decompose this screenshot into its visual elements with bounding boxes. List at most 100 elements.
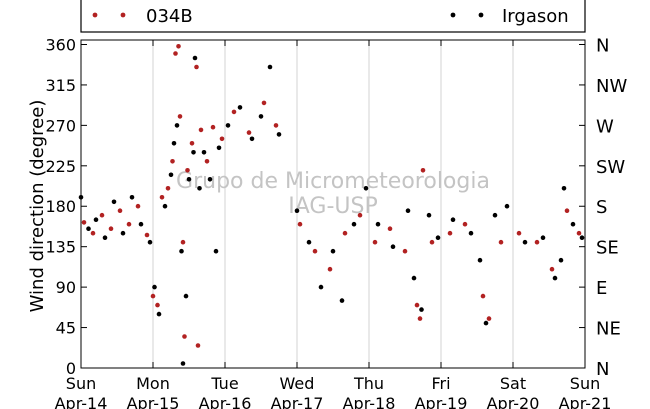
data-points [78,44,585,366]
axis-ticks: SunApr-14MonApr-15TueApr-16WedApr-17ThuA… [45,35,627,409]
x-tick-date-label: Apr-14 [55,394,108,409]
data-point-irgason [168,172,174,178]
data-point-irgason [120,230,126,236]
data-point-irgason [197,186,202,191]
x-tick-day-label: Mon [136,374,170,393]
legend-marker [120,12,126,18]
legend-marker [478,12,484,18]
data-point-034b [90,230,96,236]
data-point-irgason [152,284,157,290]
data-point-irgason [330,248,336,254]
data-point-034b [135,203,141,209]
data-point-irgason [86,226,91,231]
data-point-034b [342,230,348,236]
data-point-034b [195,343,201,348]
data-point-irgason [419,307,424,312]
y-tick-label: 45 [56,319,76,338]
plot-frame [80,39,586,369]
x-tick-date-label: Apr-16 [199,394,252,409]
data-point-irgason [375,221,381,227]
data-point-034b [246,130,252,135]
data-point-034b [204,159,210,164]
y-tick-label: 270 [45,116,76,135]
data-point-irgason [540,235,546,240]
data-point-irgason [207,177,213,182]
y-right-tick-label: NW [596,76,627,97]
y-right-tick-label: N [596,359,609,380]
data-point-034b [194,64,199,70]
data-point-irgason [179,248,184,254]
watermark-line-2: IAG-USP [288,194,377,219]
data-point-irgason [339,298,345,303]
data-point-034b [402,248,408,254]
data-point-034b [126,221,132,227]
data-point-034b [219,136,225,142]
data-point-irgason [93,217,99,222]
data-point-irgason [162,203,168,209]
data-point-irgason [201,150,207,155]
data-point-irgason [249,136,255,142]
watermark-line-1: Grupo de Micrometeorologia [176,169,490,194]
data-point-irgason [405,208,411,213]
data-point-irgason [426,212,432,218]
x-tick-date-label: Apr-15 [127,394,180,409]
y-right-tick-label: SE [596,238,619,259]
x-tick-day-label: Sat [500,374,526,393]
x-tick-day-label: Wed [280,374,315,393]
data-point-034b [297,221,303,227]
data-point-irgason [363,186,369,191]
data-point-irgason [570,221,576,227]
data-point-034b [180,239,186,245]
legend-marker [92,12,98,18]
data-point-irgason [171,141,177,146]
data-point-irgason [138,221,144,227]
data-point-034b [498,239,504,245]
data-point-034b [185,168,190,173]
y-tick-label: 135 [45,238,76,257]
data-point-irgason [579,235,585,240]
data-point-irgason [129,195,135,200]
data-point-034b [447,230,453,236]
data-point-irgason [561,186,567,191]
data-point-irgason [351,221,357,227]
y-right-tick-label: NE [596,319,621,340]
data-point-irgason [306,239,312,245]
data-point-034b [182,334,187,339]
y-right-tick-label: SW [596,157,625,178]
data-point-034b [420,168,426,173]
data-point-034b [99,212,105,218]
data-point-034b [261,100,267,106]
data-point-irgason [111,199,117,205]
plot-area: Grupo de Micrometeorologia IAG-USP SunAp… [45,35,627,409]
data-point-irgason [191,150,196,155]
data-point-irgason [558,257,564,263]
data-point-034b [414,302,420,308]
data-point-034b [170,159,175,164]
data-point-034b [231,109,237,115]
data-point-irgason [411,275,417,281]
y-right-tick-label: W [596,116,614,137]
x-tick-day-label: Sun [570,374,600,393]
data-point-034b [312,248,318,254]
data-point-034b [210,124,216,130]
data-point-irgason [504,203,510,209]
data-point-irgason [186,177,192,182]
data-point-034b [189,141,195,146]
data-point-034b [387,226,393,231]
x-tick-day-label: Tue [210,374,238,393]
data-point-irgason [492,212,498,218]
data-point-034b [81,220,87,225]
data-point-034b [549,266,555,272]
data-point-034b [516,230,522,236]
y-tick-label: 360 [45,35,76,54]
data-point-034b [417,316,423,321]
data-point-irgason [192,55,198,61]
data-point-irgason [78,195,84,200]
x-tick-date-label: Apr-21 [559,394,612,409]
legend-entry-034b: 034B [92,6,193,27]
legend: 034B Irgason [80,0,586,33]
data-point-irgason [258,114,264,119]
data-point-irgason [216,145,222,151]
data-point-irgason [174,123,180,128]
